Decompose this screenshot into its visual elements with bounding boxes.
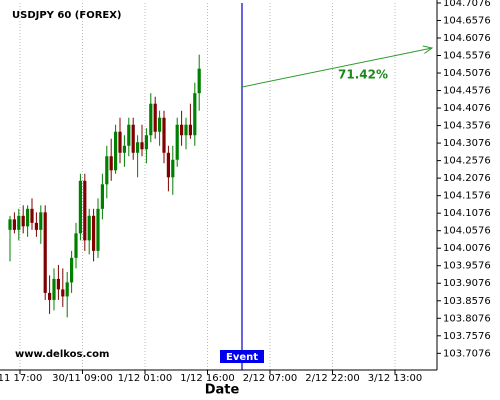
candle-body — [74, 233, 78, 258]
candle-body — [144, 135, 148, 150]
y-tick-label: 104.0576 — [443, 226, 491, 237]
y-tick-label: 103.7576 — [443, 331, 491, 342]
y-tick-label: 104.7076 — [443, 0, 491, 9]
candle-body — [131, 124, 135, 153]
candle-body — [8, 219, 12, 230]
candle-body — [197, 68, 201, 94]
y-tick-label: 104.2076 — [443, 173, 491, 184]
y-tick-label: 103.7076 — [443, 348, 491, 359]
candle-body — [17, 215, 21, 230]
y-tick-label: 104.5076 — [443, 68, 491, 79]
x-tick-label: 11 17:00 — [0, 373, 42, 384]
x-tick-label: 2/12 07:00 — [243, 373, 297, 384]
chart-title: USDJPY 60 (FOREX) — [12, 10, 122, 21]
y-tick-label: 104.3076 — [443, 138, 491, 149]
x-tick-label: 30/11 09:00 — [52, 373, 113, 384]
x-tick-label: 2/12 22:00 — [305, 373, 359, 384]
y-tick-label: 104.4576 — [443, 86, 491, 97]
candle-body — [52, 278, 56, 300]
y-tick-label: 104.4076 — [443, 103, 491, 114]
y-tick-label: 104.1076 — [443, 208, 491, 219]
candle-body — [162, 117, 166, 153]
candle-body — [105, 156, 109, 185]
y-tick-label: 104.6076 — [443, 33, 491, 44]
candle-body — [109, 156, 113, 171]
candle-body — [83, 180, 87, 241]
candle-body — [175, 124, 179, 160]
candle-body — [136, 142, 140, 153]
y-tick-label: 104.1576 — [443, 191, 491, 202]
candle-body — [166, 152, 170, 178]
candle-body — [70, 257, 74, 283]
y-tick-label: 104.6576 — [443, 15, 491, 26]
candle-body — [39, 212, 43, 230]
candle-body — [180, 124, 184, 136]
candle-body — [87, 215, 91, 241]
candle-body — [127, 124, 131, 146]
y-tick-label: 104.2576 — [443, 156, 491, 167]
candle-body — [149, 103, 153, 136]
y-tick-label: 103.9076 — [443, 278, 491, 289]
candle-body — [122, 145, 126, 153]
event-label: Event — [226, 352, 258, 363]
event-badge — [220, 350, 264, 363]
x-tick-label: 1/12 16:00 — [180, 373, 234, 384]
candle-body — [34, 222, 38, 230]
y-tick-label: 104.5576 — [443, 51, 491, 62]
candle-body — [92, 215, 96, 251]
candle-body — [118, 131, 122, 153]
candle-body — [184, 124, 188, 136]
candle-body — [26, 208, 30, 227]
annotation: 71.42% — [338, 68, 388, 82]
candle-body — [188, 124, 192, 136]
candle-body — [140, 142, 144, 150]
candle-body — [43, 212, 47, 293]
candle-body — [65, 282, 69, 297]
candle-body — [21, 215, 25, 227]
y-tick-label: 104.3576 — [443, 121, 491, 132]
candle-body — [56, 278, 60, 290]
watermark: www.delkos.com — [15, 349, 109, 360]
candle-body — [171, 159, 175, 178]
candle-body — [61, 289, 65, 297]
y-tick-label: 103.8576 — [443, 296, 491, 307]
candle-body — [158, 117, 162, 132]
candle-body — [12, 219, 16, 230]
y-tick-label: 103.9576 — [443, 261, 491, 272]
candle-body — [78, 180, 82, 234]
candle-body — [153, 103, 157, 132]
candle-body — [114, 131, 118, 171]
x-tick-label: 1/12 01:00 — [118, 373, 172, 384]
candle-body — [96, 208, 100, 251]
x-tick-label: 3/12 13:00 — [368, 373, 422, 384]
x-axis-label: Date — [205, 383, 240, 398]
candle-body — [193, 93, 197, 136]
candle-body — [30, 208, 34, 223]
y-tick-label: 103.8076 — [443, 313, 491, 324]
candle-body — [48, 292, 52, 300]
y-tick-label: 104.0076 — [443, 243, 491, 254]
candle-body — [100, 184, 104, 209]
projection-arrow — [241, 48, 432, 88]
